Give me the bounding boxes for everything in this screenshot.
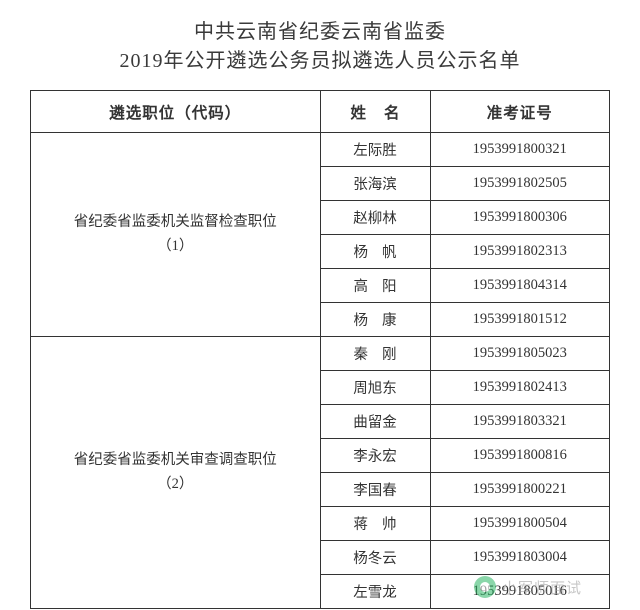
table-row: 省纪委省监委机关监督检查职位（1）左际胜1953991800321	[31, 133, 610, 167]
header-position: 遴选职位（代码）	[31, 91, 321, 133]
id-cell: 1953991801512	[430, 303, 610, 337]
position-label-line1: 省纪委省监委机关监督检查职位	[31, 211, 320, 234]
name-cell: 李永宏	[320, 439, 430, 473]
position-cell: 省纪委省监委机关审查调查职位（2）	[31, 337, 321, 609]
position-cell: 省纪委省监委机关监督检查职位（1）	[31, 133, 321, 337]
title-line-1: 中共云南省纪委云南省监委	[30, 18, 610, 47]
name-cell: 曲留金	[320, 405, 430, 439]
roster-table: 遴选职位（代码） 姓名 准考证号 省纪委省监委机关监督检查职位（1）左际胜195…	[30, 90, 610, 609]
id-cell: 1953991800321	[430, 133, 610, 167]
name-cell: 杨帆	[320, 235, 430, 269]
id-cell: 1953991802413	[430, 371, 610, 405]
name-cell: 左雪龙	[320, 575, 430, 609]
name-cell: 杨冬云	[320, 541, 430, 575]
name-cell: 高阳	[320, 269, 430, 303]
id-cell: 1953991800504	[430, 507, 610, 541]
id-cell: 1953991802313	[430, 235, 610, 269]
id-cell: 1953991800221	[430, 473, 610, 507]
name-cell: 赵柳林	[320, 201, 430, 235]
header-name: 姓名	[320, 91, 430, 133]
id-cell: 1953991804314	[430, 269, 610, 303]
id-cell: 1953991800816	[430, 439, 610, 473]
position-label-line2: （1）	[31, 235, 320, 258]
id-cell: 1953991803004	[430, 541, 610, 575]
position-label-line1: 省纪委省监委机关审查调查职位	[31, 449, 320, 472]
table-row: 省纪委省监委机关审查调查职位（2）秦刚1953991805023	[31, 337, 610, 371]
name-cell: 左际胜	[320, 133, 430, 167]
name-cell: 蒋帅	[320, 507, 430, 541]
position-label-line2: （2）	[31, 473, 320, 496]
title-line-2: 2019年公开遴选公务员拟遴选人员公示名单	[30, 47, 610, 76]
name-cell: 周旭东	[320, 371, 430, 405]
table-header-row: 遴选职位（代码） 姓名 准考证号	[31, 91, 610, 133]
header-id: 准考证号	[430, 91, 610, 133]
document-page: 中共云南省纪委云南省监委 2019年公开遴选公务员拟遴选人员公示名单 遴选职位（…	[0, 0, 640, 609]
id-cell: 1953991805016	[430, 575, 610, 609]
table-body: 省纪委省监委机关监督检查职位（1）左际胜1953991800321张海滨1953…	[31, 133, 610, 609]
name-cell: 秦刚	[320, 337, 430, 371]
name-cell: 张海滨	[320, 167, 430, 201]
id-cell: 1953991805023	[430, 337, 610, 371]
id-cell: 1953991802505	[430, 167, 610, 201]
document-title: 中共云南省纪委云南省监委 2019年公开遴选公务员拟遴选人员公示名单	[30, 18, 610, 76]
name-cell: 李国春	[320, 473, 430, 507]
name-cell: 杨康	[320, 303, 430, 337]
id-cell: 1953991803321	[430, 405, 610, 439]
id-cell: 1953991800306	[430, 201, 610, 235]
